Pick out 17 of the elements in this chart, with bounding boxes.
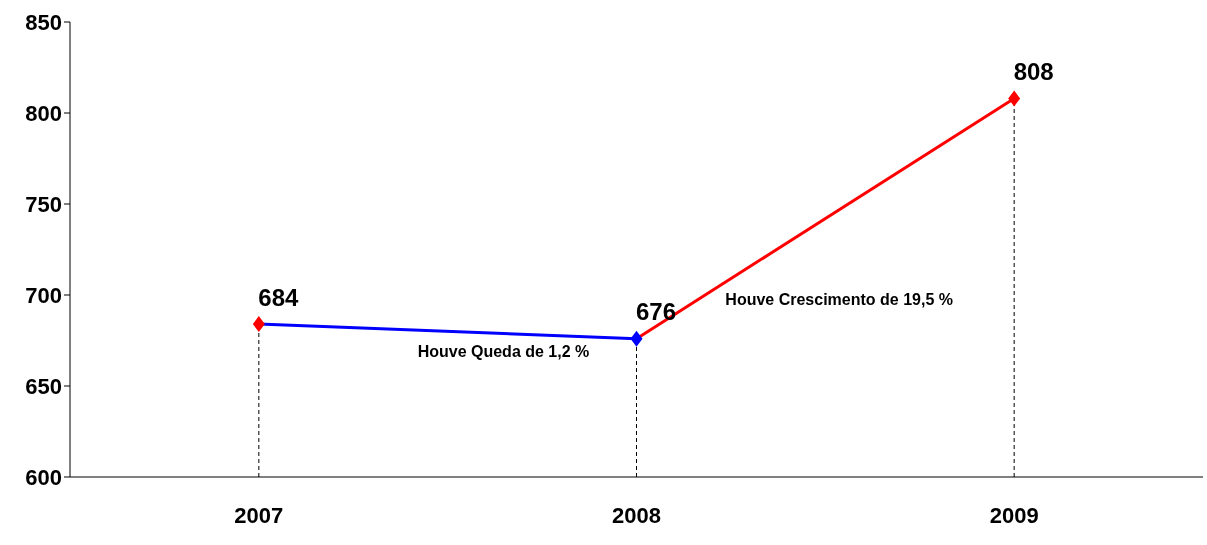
y-tick-label: 850 xyxy=(25,9,62,35)
point xyxy=(1008,90,1021,107)
x-tick-label: 2007 xyxy=(234,502,284,528)
y-tick-label: 750 xyxy=(25,191,62,217)
annotation: Houve Queda de 1,2 % xyxy=(417,343,590,362)
annotation: Houve Crescimento de 19,5 % xyxy=(725,290,953,309)
y-tick-label: 650 xyxy=(25,373,62,399)
x-tick-label: 2009 xyxy=(989,502,1039,528)
data-label: 676 xyxy=(635,298,677,326)
data-label: 808 xyxy=(1013,57,1054,85)
point xyxy=(630,330,643,347)
data-label: 684 xyxy=(258,283,299,311)
x-tick-label: 2008 xyxy=(612,502,661,528)
y-tick-label: 600 xyxy=(25,464,62,490)
y-tick-label: 700 xyxy=(25,282,62,308)
y-tick-label: 800 xyxy=(25,100,62,126)
point xyxy=(252,316,265,333)
